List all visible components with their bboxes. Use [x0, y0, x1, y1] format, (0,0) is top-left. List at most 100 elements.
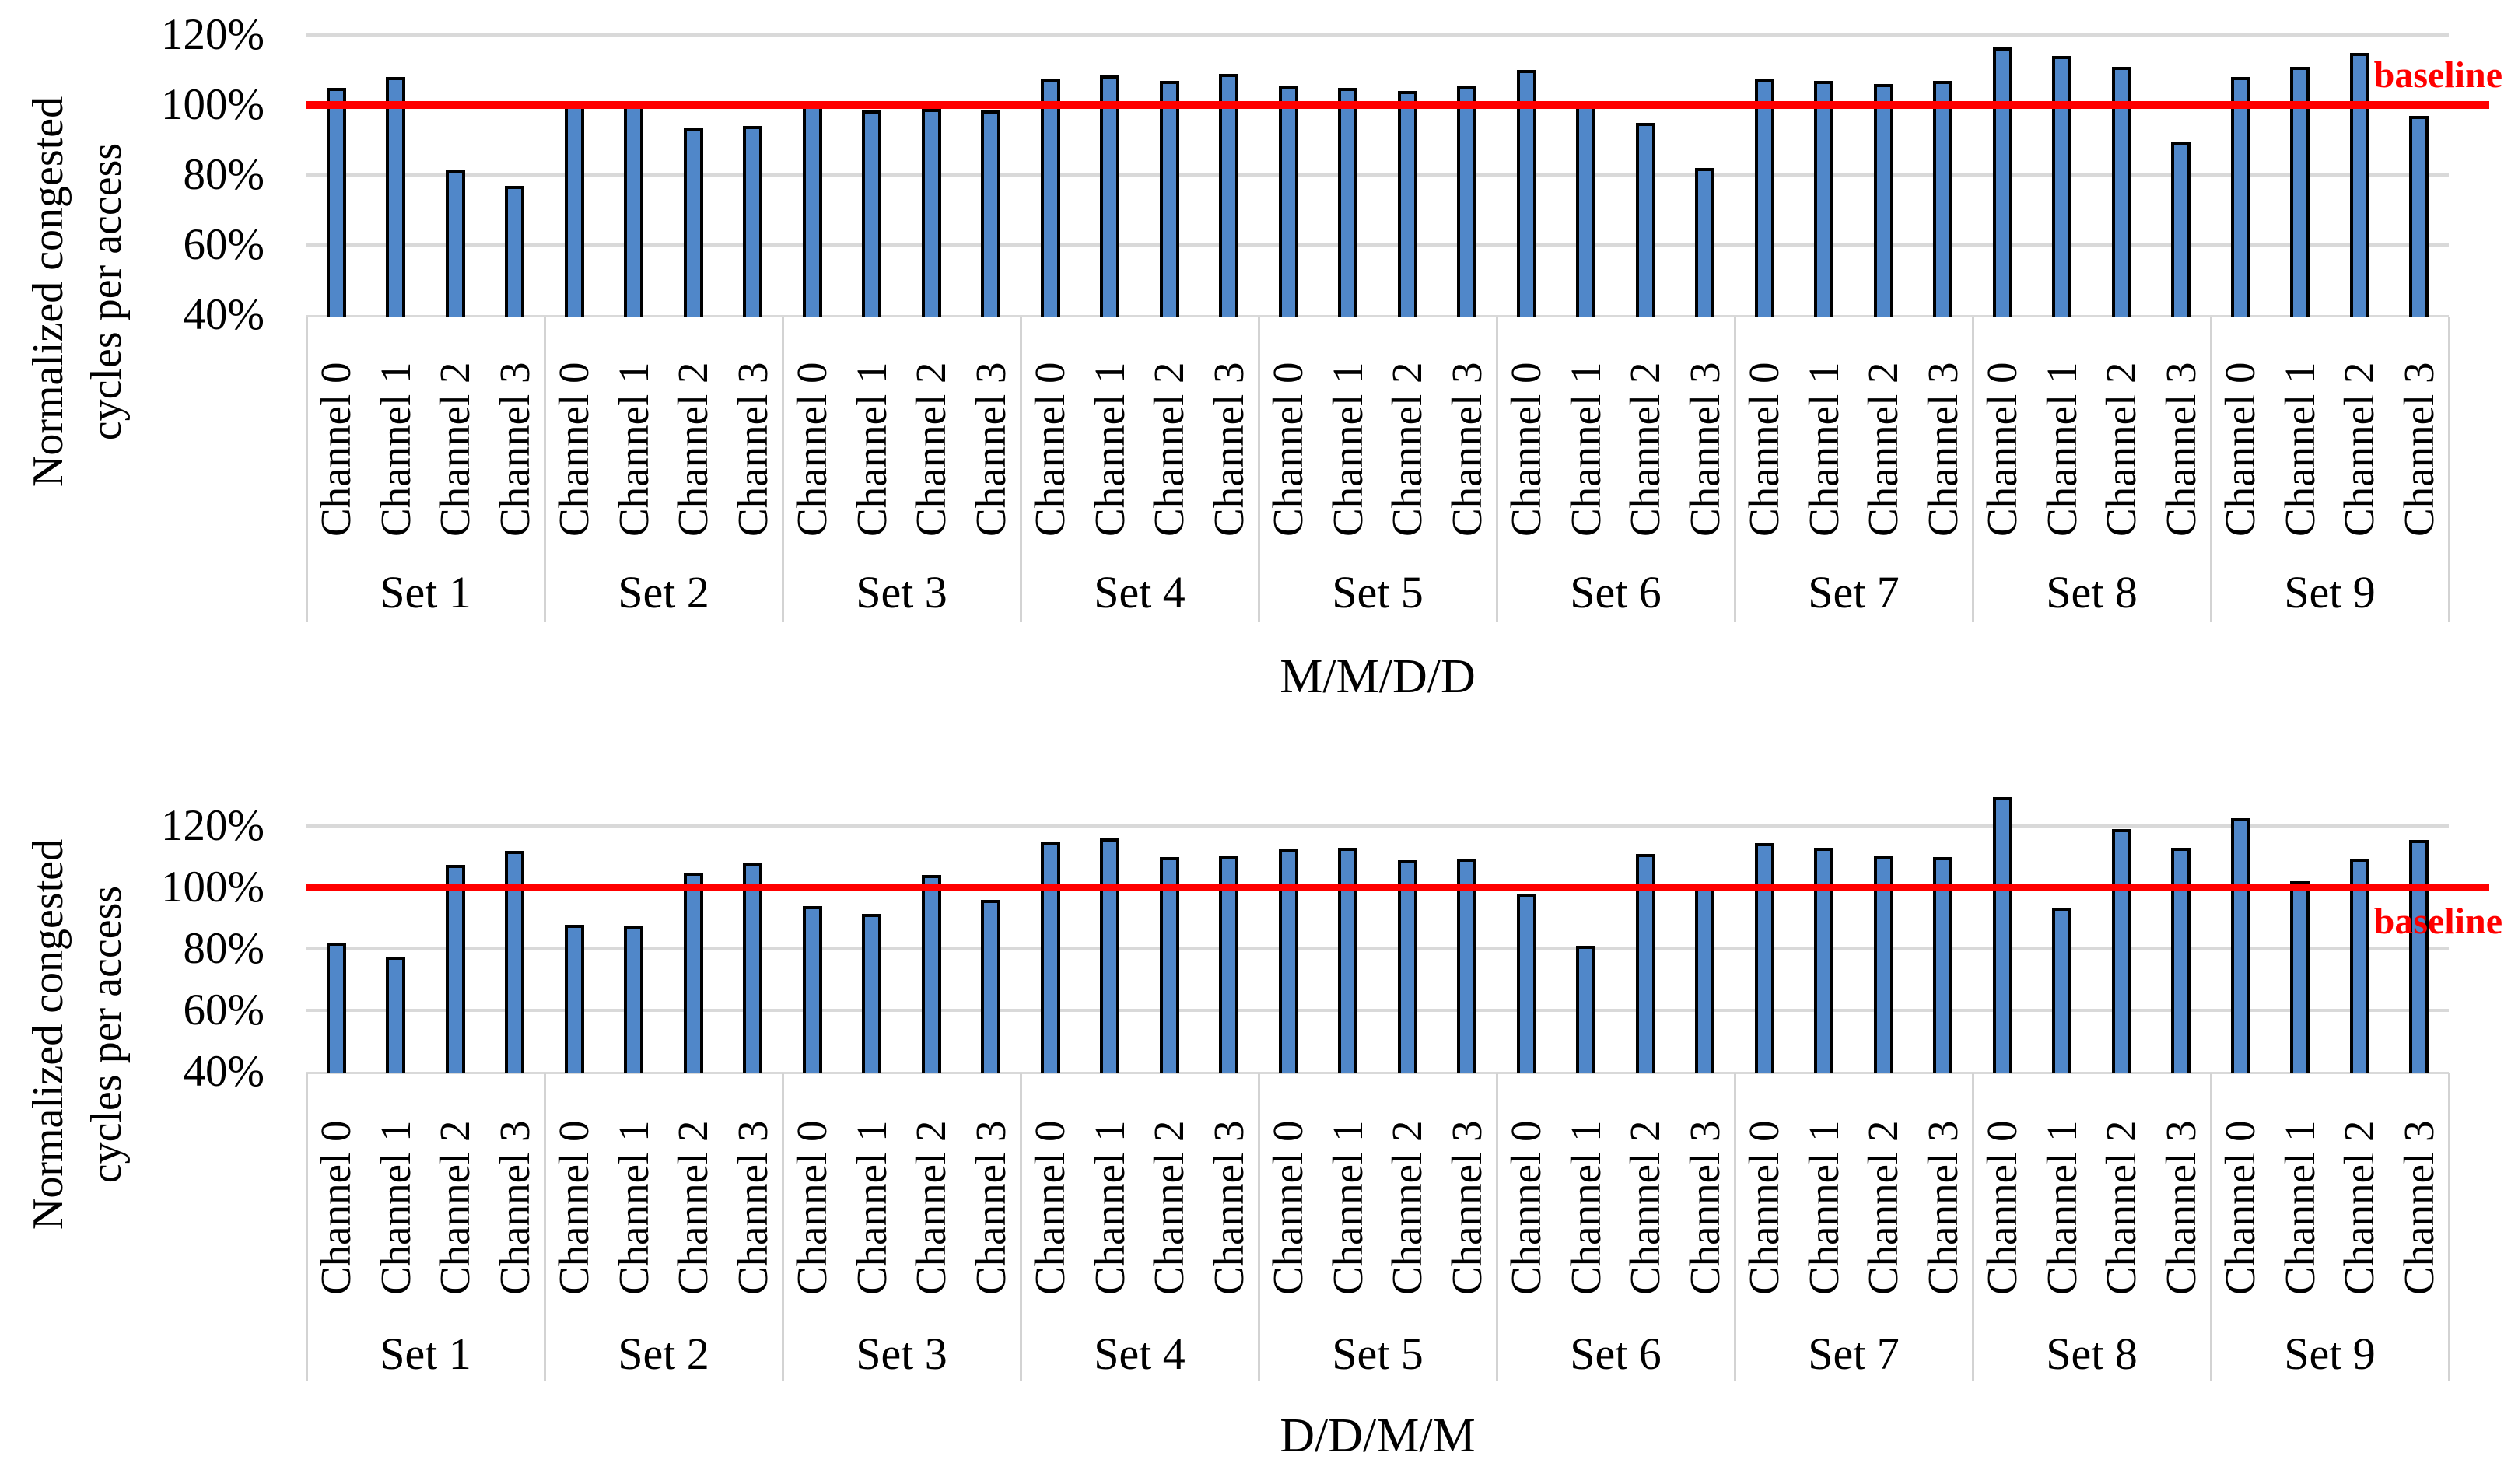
x-axis-line — [306, 315, 2449, 317]
bar-set3-channel0 — [802, 905, 822, 1073]
channel-label: Channel 2 — [2097, 362, 2145, 537]
gridline-60 — [306, 1009, 2449, 1013]
channel-label: Channel 3 — [2156, 1120, 2205, 1295]
channel-label: Channel 2 — [1145, 1120, 1193, 1295]
channel-label: Channel 1 — [847, 1120, 895, 1295]
set-divider — [2209, 317, 2212, 622]
channel-label: Channel 2 — [1383, 362, 1431, 537]
bar-set3-channel1 — [862, 913, 882, 1073]
y-tick-label: 100% — [161, 80, 264, 129]
set-divider — [781, 1073, 784, 1381]
baseline-label-bottom: baseline — [2373, 901, 2502, 942]
bar-set7-channel1 — [1814, 80, 1834, 317]
baseline-line — [306, 101, 2489, 109]
y-tick-label: 80% — [183, 150, 264, 199]
channel-label: Channel 0 — [550, 362, 598, 537]
set-divider — [1971, 1073, 1974, 1381]
channel-label: Channel 3 — [728, 362, 776, 537]
set-divider — [1257, 317, 1260, 622]
bar-set2-channel1 — [624, 926, 644, 1073]
gridline-60 — [306, 243, 2449, 247]
y-tick-label: 40% — [183, 290, 264, 339]
y-tick-label: 80% — [183, 924, 264, 974]
set-label: Set 2 — [618, 567, 709, 618]
bar-set7-channel1 — [1814, 847, 1834, 1073]
channel-label: Channel 0 — [1026, 362, 1074, 537]
channel-label: Channel 1 — [1085, 362, 1133, 537]
bar-set9-channel3 — [2409, 115, 2429, 317]
bar-set4-channel1 — [1100, 75, 1120, 317]
bar-set8-channel1 — [2052, 56, 2072, 317]
set-divider — [1495, 1073, 1498, 1381]
y-tick-label: 40% — [183, 1047, 264, 1096]
y-axis-title-line1-bottom: Normalized congested — [24, 838, 72, 1230]
baseline-label-top: baseline — [2373, 54, 2502, 96]
bar-set8-channel3 — [2171, 847, 2191, 1073]
bar-set2-channel0 — [564, 924, 584, 1073]
bar-set8-channel3 — [2171, 142, 2191, 317]
set-divider — [1495, 317, 1498, 622]
set-label: Set 9 — [2284, 567, 2376, 618]
bar-set7-channel0 — [1754, 843, 1774, 1073]
channel-label: Channel 0 — [550, 1120, 598, 1295]
set-label: Set 7 — [1808, 567, 1900, 618]
bar-set4-channel0 — [1040, 842, 1060, 1073]
gridline-80 — [306, 947, 2449, 951]
set-label: Set 8 — [2046, 1328, 2138, 1379]
set-label: Set 8 — [2046, 567, 2138, 618]
channel-label: Channel 1 — [1799, 1120, 1847, 1295]
bar-set5-channel2 — [1397, 91, 1417, 317]
channel-label: Channel 2 — [1859, 1120, 1907, 1295]
channel-label: Channel 2 — [1145, 362, 1193, 537]
channel-label: Channel 1 — [1085, 1120, 1133, 1295]
bar-set5-channel0 — [1278, 849, 1298, 1073]
gridline-80 — [306, 173, 2449, 177]
channel-label: Channel 2 — [431, 1120, 479, 1295]
set-label: Set 1 — [380, 1328, 471, 1379]
bar-set9-channel2 — [2349, 858, 2369, 1073]
bar-set3-channel2 — [921, 108, 941, 317]
bar-set9-channel2 — [2349, 52, 2369, 317]
channel-label: Channel 0 — [312, 362, 360, 537]
channel-label: Channel 3 — [1918, 362, 1966, 537]
bar-set2-channel3 — [743, 126, 763, 317]
channel-label: Channel 0 — [1502, 362, 1550, 537]
set-divider — [2447, 1073, 2450, 1381]
set-divider — [1733, 317, 1736, 622]
chart-title-mmdd: M/M/D/D — [1280, 650, 1476, 703]
set-divider — [2447, 317, 2450, 622]
channel-label: Channel 2 — [1383, 1120, 1431, 1295]
bar-set8-channel0 — [1992, 47, 2012, 317]
set-label: Set 9 — [2284, 1328, 2376, 1379]
bar-set6-channel0 — [1516, 894, 1536, 1073]
bar-set1-channel0 — [326, 87, 346, 317]
channel-label: Channel 3 — [2156, 362, 2205, 537]
channel-label: Channel 1 — [1799, 362, 1847, 537]
bar-set3-channel1 — [862, 110, 882, 317]
channel-label: Channel 3 — [490, 1120, 538, 1295]
channel-label: Channel 2 — [431, 362, 479, 537]
channel-label: Channel 1 — [847, 362, 895, 537]
x-axis-line — [306, 1072, 2449, 1074]
bar-set1-channel2 — [445, 170, 465, 317]
channel-label: Channel 0 — [1740, 362, 1788, 537]
bar-set9-channel3 — [2409, 840, 2429, 1073]
bar-set2-channel3 — [743, 863, 763, 1073]
channel-label: Channel 2 — [2335, 1120, 2383, 1295]
set-label: Set 7 — [1808, 1328, 1900, 1379]
set-divider — [1257, 1073, 1260, 1381]
channel-label: Channel 1 — [371, 1120, 419, 1295]
channel-label: Channel 0 — [1978, 1120, 2026, 1295]
bar-set2-channel0 — [564, 103, 584, 317]
bar-set4-channel3 — [1219, 73, 1239, 317]
set-divider — [1733, 1073, 1736, 1381]
channel-label: Channel 1 — [2037, 362, 2085, 537]
channel-label: Channel 2 — [1621, 1120, 1669, 1295]
channel-label: Channel 2 — [669, 362, 717, 537]
bar-set3-channel2 — [921, 875, 941, 1073]
bar-set6-channel3 — [1695, 886, 1715, 1073]
channel-label: Channel 0 — [1264, 362, 1312, 537]
set-label: Set 3 — [856, 1328, 947, 1379]
channel-label: Channel 1 — [2275, 1120, 2324, 1295]
